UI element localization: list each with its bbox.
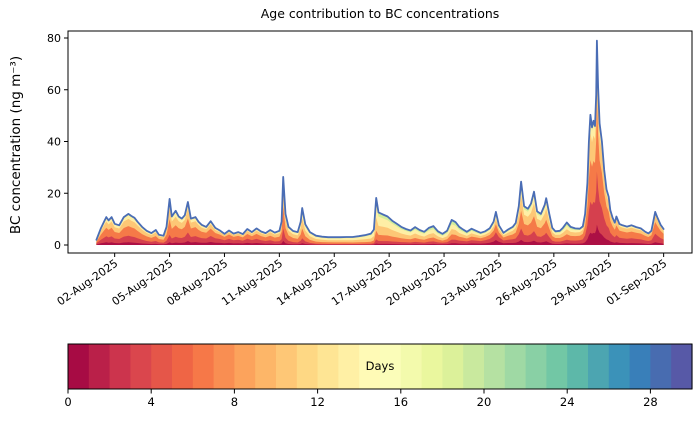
colorbar-segment — [484, 344, 506, 389]
colorbar-tick-label: 20 — [477, 395, 492, 409]
colorbar-tick-label: 8 — [231, 395, 238, 409]
y-tick-label: 0 — [54, 239, 61, 252]
colorbar-segment — [130, 344, 152, 389]
colorbar-tick-label: 16 — [393, 395, 408, 409]
colorbar-segment — [442, 344, 464, 389]
colorbar-segment — [192, 344, 215, 389]
x-tick-label: 29-Aug-2025 — [549, 257, 615, 308]
colorbar-segment — [359, 344, 381, 389]
colorbar-tick-label: 0 — [64, 395, 71, 409]
colorbar-tick-label: 28 — [643, 395, 658, 409]
colorbar-segment — [588, 344, 610, 389]
colorbar-gradient — [68, 344, 693, 389]
colorbar-segment — [421, 344, 443, 389]
colorbar-segment — [296, 344, 319, 389]
colorbar-segment — [608, 344, 631, 389]
age-band-13-16d — [96, 44, 664, 246]
colorbar-segment — [338, 344, 360, 389]
y-tick-label: 60 — [47, 84, 61, 97]
colorbar-segment — [546, 344, 568, 389]
stacked-age-area — [95, 39, 665, 246]
colorbar-tick-label: 24 — [560, 395, 575, 409]
colorbar-segment — [151, 344, 173, 389]
colorbar-segment — [400, 344, 423, 389]
colorbar-label: Days — [365, 359, 395, 373]
colorbar-tick-label: 4 — [148, 395, 155, 409]
colorbar-segment — [463, 344, 485, 389]
colorbar-segment — [567, 344, 589, 389]
colorbar-frame — [67, 343, 693, 390]
colorbar-segment — [68, 344, 90, 389]
x-tick-label: 01-Sep-2025 — [604, 257, 669, 308]
colorbar-segment — [276, 344, 298, 389]
colorbar-segment — [504, 344, 527, 389]
colorbar-tick-label: 12 — [310, 395, 325, 409]
colorbar-segment — [671, 344, 693, 389]
colorbar-segment — [172, 344, 194, 389]
colorbar-segment — [109, 344, 131, 389]
colorbar-segment — [317, 344, 339, 389]
colorbar-segment — [380, 344, 402, 389]
y-tick-label: 20 — [47, 187, 61, 200]
colorbar-segment — [650, 344, 672, 389]
age-band-0-1d — [96, 224, 664, 245]
chart-title: Age contribution to BC concentrations — [260, 6, 500, 21]
colorbar-segment — [213, 344, 235, 389]
colorbar-segment — [88, 344, 111, 389]
colorbar-segment — [525, 344, 547, 389]
age-band-17-21d — [96, 40, 664, 245]
y-tick-label: 80 — [47, 32, 61, 45]
colorbar-segment — [629, 344, 651, 389]
colorbar-segment — [234, 344, 256, 389]
age-band-2-4d — [96, 171, 664, 245]
y-tick-label: 40 — [47, 136, 61, 149]
colorbar-segment — [255, 344, 277, 389]
total-bc-line — [95, 39, 665, 241]
